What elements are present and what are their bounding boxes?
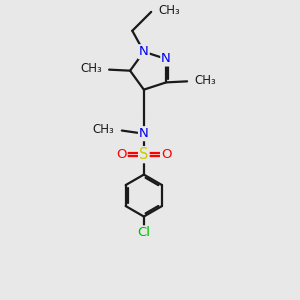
Text: CH₃: CH₃ (80, 62, 102, 75)
Text: N: N (161, 52, 171, 65)
Text: O: O (116, 148, 127, 161)
Text: O: O (161, 148, 172, 161)
Text: CH₃: CH₃ (158, 4, 180, 17)
Text: N: N (139, 45, 149, 58)
Text: CH₃: CH₃ (194, 74, 216, 87)
Text: Cl: Cl (137, 226, 150, 239)
Text: N: N (139, 127, 149, 140)
Text: S: S (139, 147, 148, 162)
Text: CH₃: CH₃ (93, 123, 115, 136)
